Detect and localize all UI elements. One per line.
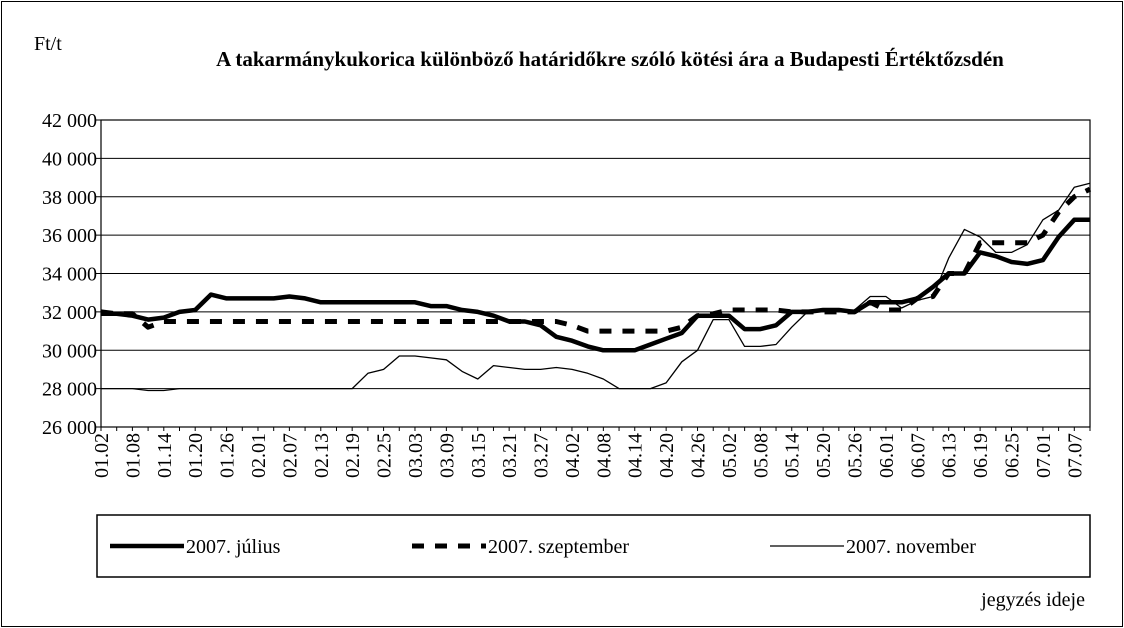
x-tick-label: 01.02 [91,433,113,478]
y-tick-label: 32 000 [42,302,97,324]
x-tick-label: 03.27 [531,433,553,478]
x-tick-label: 07.07 [1064,433,1086,478]
legend-label: 2007. július [186,536,281,558]
x-tick-label: 03.15 [468,433,490,478]
legend-box [96,514,1091,578]
series-line [101,182,1091,392]
x-tick-label: 02.25 [374,433,396,478]
x-tick-label: 04.20 [656,433,678,478]
x-tick-label: 01.20 [185,433,207,478]
x-tick-label: 05.20 [813,433,835,478]
x-tick-label: 05.14 [782,433,804,478]
x-tick-label: 03.21 [499,433,521,478]
x-tick-label: 06.07 [907,433,929,478]
x-tick-label: 06.25 [1002,433,1024,478]
y-axis-label: Ft/t [34,33,62,55]
x-tick-label: 06.13 [939,433,961,478]
legend-label: 2007. november [846,536,976,558]
y-tick-label: 28 000 [42,379,97,401]
x-tick-label: 01.08 [122,433,144,478]
x-tick-label: 06.19 [970,433,992,478]
y-tick-label: 38 000 [42,187,97,209]
x-tick-label: 02.07 [279,433,301,478]
y-tick-label: 30 000 [42,340,97,362]
x-tick-label: 03.09 [436,433,458,478]
x-tick-label: 01.14 [154,433,176,478]
x-tick-label: 02.13 [311,433,333,478]
x-tick-label: 04.08 [593,433,615,478]
x-tick-label: 04.02 [562,433,584,478]
x-tick-label: 03.03 [405,433,427,478]
x-tick-label: 05.26 [845,433,867,478]
x-tick-label: 06.01 [876,433,898,478]
y-tick-label: 40 000 [42,148,97,170]
y-tick-label: 42 000 [42,110,97,132]
chart-title: A takarmánykukorica különböző határidőkr… [216,47,1004,71]
x-tick-label: 07.01 [1033,433,1055,478]
x-axis-label: jegyzés ideje [980,589,1085,611]
x-tick-label: 05.02 [719,433,741,478]
series-line [101,217,1090,353]
y-tick-label: 26 000 [42,417,97,439]
x-tick-label: 04.14 [625,433,647,478]
series-line [100,186,1092,334]
x-tick-label: 01.26 [217,433,239,478]
x-tick-label: 02.01 [248,433,270,478]
x-tick-label: 04.26 [688,433,710,478]
x-tick-label: 05.08 [750,433,772,478]
y-tick-label: 34 000 [42,264,97,286]
x-tick-label: 02.19 [342,433,364,478]
y-tick-label: 36 000 [42,225,97,247]
plot-area [100,119,1091,428]
legend-label: 2007. szeptember [488,536,629,558]
